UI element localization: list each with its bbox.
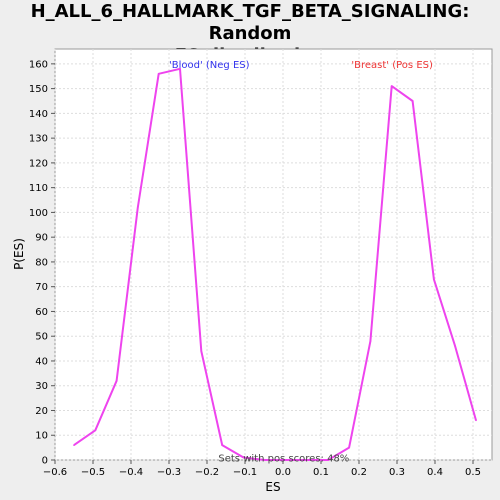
x-tick-label: 0.5 xyxy=(465,467,481,478)
y-tick-label: 80 xyxy=(35,257,48,268)
x-tick-label: 0.3 xyxy=(389,467,405,478)
x-tick-label: −0.5 xyxy=(81,467,105,478)
x-tick-label: −0.3 xyxy=(157,467,181,478)
plot-background xyxy=(54,48,493,461)
x-tick-label: −0.6 xyxy=(43,467,67,478)
data-point xyxy=(200,350,203,352)
x-tick-label: −0.1 xyxy=(233,467,257,478)
data-point xyxy=(390,85,393,87)
x-tick-label: 0.4 xyxy=(427,467,443,478)
grid-lines xyxy=(54,49,492,461)
y-tick-label: 0 xyxy=(42,456,48,467)
y-tick-label: 90 xyxy=(35,233,48,244)
y-tick-label: 110 xyxy=(29,183,48,194)
annotations: 'Blood' (Neg ES) 'Breast' (Pos ES) Sets wi… xyxy=(169,60,433,465)
data-point xyxy=(179,68,181,70)
data-point xyxy=(284,459,287,461)
data-point xyxy=(221,444,223,446)
y-axis-label: P(ES) xyxy=(12,238,26,270)
y-tick-label: 50 xyxy=(35,332,48,343)
data-point xyxy=(327,459,330,461)
x-tick-label: −0.4 xyxy=(119,467,143,478)
y-tick-label: 160 xyxy=(29,59,48,70)
data-point xyxy=(475,419,477,422)
data-point xyxy=(306,459,308,461)
y-tick-label: 30 xyxy=(35,381,48,392)
data-point xyxy=(433,278,435,281)
y-tick-label: 150 xyxy=(29,84,48,95)
data-point xyxy=(454,345,456,347)
y-tick-label: 40 xyxy=(35,356,48,367)
data-point xyxy=(73,444,75,446)
data-point xyxy=(157,72,160,75)
data-point xyxy=(369,340,372,342)
y-tick-label: 100 xyxy=(29,208,48,219)
data-point xyxy=(137,206,139,209)
series-layer xyxy=(73,67,477,461)
y-tick-label: 130 xyxy=(29,134,48,145)
axes: 0 10 20 30 40 50 60 70 80 90 100 110 120 130 140 150 160… xyxy=(29,59,481,478)
chart-annotation: 'Breast' (Pos ES) xyxy=(351,60,433,71)
series-line xyxy=(73,67,477,461)
chart-annotation: 'Blood' (Neg ES) xyxy=(169,60,250,71)
data-point xyxy=(263,459,266,461)
x-tick-label: 0.0 xyxy=(275,467,291,478)
y-tick-label: 60 xyxy=(35,307,48,318)
data-point xyxy=(348,446,350,449)
y-tick-label: 140 xyxy=(29,109,48,120)
data-point xyxy=(411,100,414,102)
data-point xyxy=(115,379,118,382)
data-point xyxy=(242,456,245,459)
y-tick-label: 10 xyxy=(35,431,48,442)
x-axis-label: ES xyxy=(265,480,280,494)
y-tick-label: 70 xyxy=(35,282,48,293)
x-tick-label: 0.1 xyxy=(313,467,329,478)
y-tick-label: 20 xyxy=(35,406,48,417)
x-tick-label: 0.2 xyxy=(351,467,367,478)
y-tick-label: 120 xyxy=(29,158,48,169)
x-tick-label: −0.2 xyxy=(195,467,219,478)
data-point xyxy=(94,429,97,432)
chart-annotation: Sets with pos scores: 48% xyxy=(218,454,349,465)
